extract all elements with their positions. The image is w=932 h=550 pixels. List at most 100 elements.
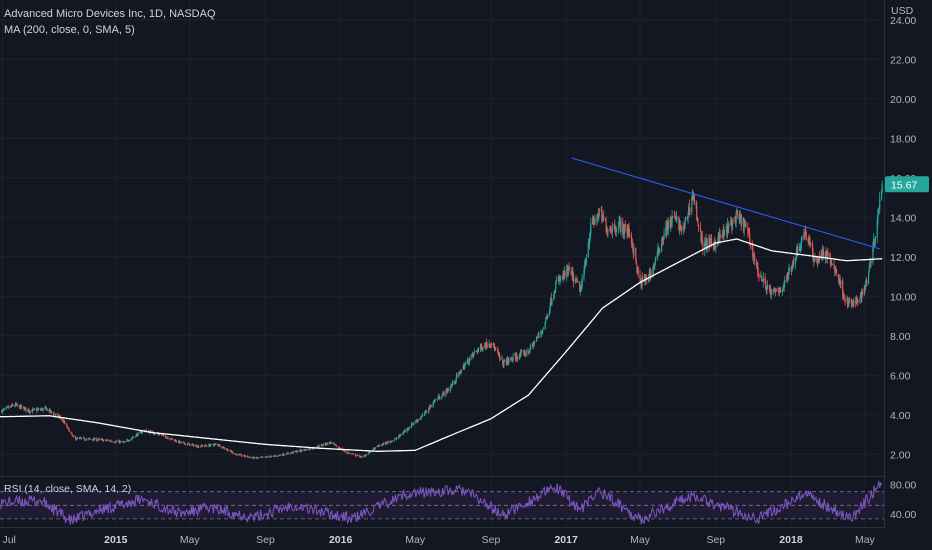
- trendline[interactable]: [571, 157, 880, 250]
- candle-body: [671, 216, 673, 225]
- candle-body: [502, 363, 504, 366]
- candle-body: [816, 256, 818, 264]
- candle-body: [770, 291, 772, 296]
- candle-body: [309, 448, 312, 450]
- candle-body: [245, 455, 247, 457]
- candle-body: [810, 244, 812, 246]
- candle-body: [304, 449, 306, 451]
- candle-body: [337, 446, 339, 448]
- candle-body: [731, 220, 734, 230]
- candle-body: [540, 332, 542, 335]
- candle-body: [458, 372, 460, 377]
- candle-body: [342, 450, 344, 452]
- candle-body: [171, 438, 173, 439]
- candle-body: [583, 270, 585, 280]
- candle-body: [874, 236, 876, 240]
- candle-body: [455, 379, 457, 383]
- candle-body: [37, 409, 39, 411]
- candle-body: [373, 448, 375, 450]
- candle-body: [158, 434, 161, 435]
- time-axis[interactable]: Jul 2015 May Sep 2016 May Sep 2017 May Sep 2018 May: [2, 534, 875, 546]
- candle-body: [74, 436, 76, 439]
- candle-body: [231, 451, 233, 453]
- candle-body: [109, 440, 111, 442]
- candle-body: [791, 267, 793, 272]
- candle-body: [441, 396, 443, 399]
- candle-body: [575, 279, 577, 281]
- candle-body: [446, 389, 448, 391]
- candle-body: [503, 360, 506, 361]
- candle-body: [589, 232, 591, 240]
- candle-body: [600, 211, 602, 212]
- candle-body: [235, 454, 237, 456]
- candle-body: [283, 454, 285, 456]
- candle-body: [49, 409, 51, 413]
- candle-body: [356, 455, 358, 457]
- candle-body: [378, 444, 380, 447]
- candle-body: [741, 217, 743, 224]
- candle-body: [98, 438, 100, 440]
- candle-body: [468, 362, 470, 365]
- candle-body: [443, 392, 445, 396]
- candle-body: [32, 409, 34, 412]
- candle-body: [67, 427, 69, 429]
- candle-body: [199, 446, 201, 448]
- candle-body: [609, 228, 611, 230]
- candle-body: [691, 194, 694, 198]
- candle-body: [268, 456, 270, 458]
- candle-body: [206, 445, 208, 447]
- candle-body: [471, 353, 474, 356]
- candle-body: [344, 450, 346, 452]
- candle-body: [386, 441, 389, 443]
- candle-body: [36, 409, 39, 411]
- candle-body: [430, 405, 432, 407]
- candle-body: [669, 219, 671, 227]
- candle-body: [796, 248, 798, 253]
- candle-body: [566, 268, 568, 277]
- candle-body: [740, 216, 742, 226]
- candle-body: [654, 263, 656, 266]
- candle-body: [381, 443, 384, 445]
- candle-body: [355, 455, 357, 457]
- candle-body: [790, 266, 793, 271]
- candle-body: [851, 302, 854, 305]
- candle-body: [527, 350, 529, 353]
- candle-body: [742, 217, 745, 231]
- candle-body: [93, 438, 95, 441]
- candle-body: [618, 222, 620, 225]
- rsi-axis[interactable]: 40.00 80.00: [890, 479, 916, 520]
- candle-body: [53, 413, 55, 415]
- candle-body: [813, 261, 815, 263]
- candle-body: [510, 358, 512, 360]
- candle-body: [88, 438, 90, 440]
- candle-body: [352, 453, 354, 455]
- candle-body: [411, 423, 413, 426]
- candle-body: [842, 280, 844, 296]
- ma-legend[interactable]: MA (200, close, 0, SMA, 5): [4, 24, 135, 36]
- candle-body: [3, 409, 5, 410]
- candle-body: [318, 445, 320, 447]
- candle-body: [692, 193, 694, 198]
- candle-body: [766, 287, 768, 291]
- candle-body: [28, 410, 31, 413]
- price-axis[interactable]: 2.004.006.008.0010.0012.0014.0016.0018.0…: [890, 15, 916, 462]
- candle-body: [404, 430, 406, 432]
- candle-body: [89, 439, 92, 440]
- candle-body: [816, 258, 819, 263]
- candle-body: [459, 371, 461, 374]
- candle-body: [439, 398, 441, 400]
- candle-body: [739, 215, 741, 220]
- candle-body: [38, 408, 40, 410]
- candle-body: [70, 431, 72, 434]
- candle-body: [141, 430, 143, 433]
- rsi-legend[interactable]: RSI (14, close, SMA, 14, 2): [4, 483, 132, 495]
- candle-body: [805, 230, 807, 237]
- candle-body: [361, 456, 363, 458]
- candle-body: [279, 454, 281, 456]
- candle-body: [257, 457, 259, 459]
- candle-body: [449, 387, 451, 391]
- price-tick-label: 6.00: [890, 370, 911, 382]
- candle-body: [790, 267, 792, 269]
- candle-body: [216, 444, 219, 445]
